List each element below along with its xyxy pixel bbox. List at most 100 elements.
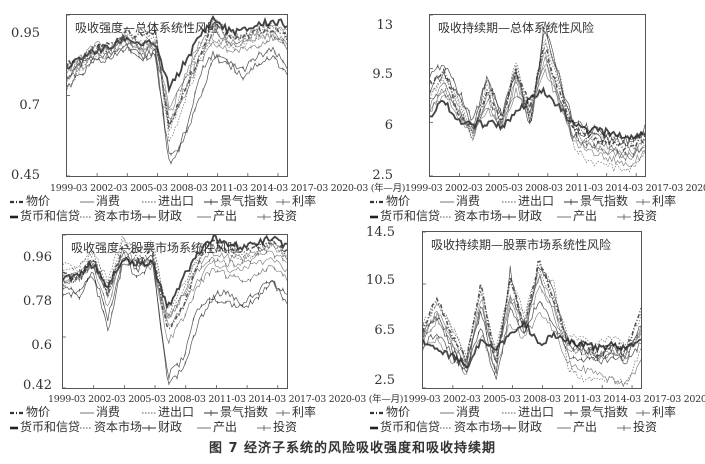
- legend-swatch-icon: [80, 412, 94, 413]
- legend-row: 物价 消费 进出口 景气指数 利率: [10, 405, 326, 420]
- legend-item: 消费: [440, 405, 502, 420]
- legend-item: 财政: [502, 420, 557, 435]
- legend-item: 利率: [276, 405, 326, 420]
- legend-label: 资本市场: [453, 209, 502, 223]
- legend-item: 财政: [502, 209, 557, 224]
- y-tick: 0.7: [19, 98, 40, 113]
- legend-item: 财政: [142, 209, 197, 224]
- legend-item: 投资: [617, 209, 667, 224]
- plot-area: 吸收持续期—股票市场系统性风险: [422, 231, 642, 389]
- chart-panel-absorption-duration-overall: 13 9.5 6 2.5 吸收持续期—总体系统性风险 1999-03 2002-…: [355, 0, 705, 225]
- figure-caption: 图 7 经济子系统的风险吸收强度和吸收持续期: [208, 441, 497, 456]
- legend-swatch-icon: [370, 200, 384, 203]
- legend-label: 货币和信贷: [379, 420, 440, 434]
- chart-title: 吸收强度—总体系统性风险: [75, 21, 220, 35]
- legend-swatch-icon: [502, 213, 516, 220]
- legend-label: 进出口: [158, 194, 195, 208]
- legend-swatch-icon: [257, 213, 271, 220]
- legend-swatch-icon: [197, 427, 211, 428]
- legend-label: 产出: [213, 209, 238, 223]
- legend-label: 投资: [633, 209, 658, 223]
- legend-label: 消费: [456, 194, 481, 208]
- chart-title: 吸收强度—股票市场系统性风险: [71, 241, 240, 255]
- y-tick: 0.45: [11, 168, 40, 183]
- legend-item: 利率: [276, 194, 326, 209]
- line-series-plot: [430, 15, 645, 176]
- legend-label: 资本市场: [93, 209, 142, 223]
- legend-label: 投资: [273, 420, 298, 434]
- legend-item: 物价: [370, 405, 440, 420]
- legend-item: 进出口: [142, 405, 204, 420]
- legend-row: 货币和信贷 资本市场 财政 产出 投资: [370, 420, 686, 435]
- x-axis-ticks: 1999-03 2002-03 2005-03 2008-03 2011-03 …: [403, 394, 705, 405]
- legend-label: 消费: [96, 194, 121, 208]
- legend-item: 进出口: [502, 405, 564, 420]
- line-series-plot: [63, 235, 287, 388]
- legend-swatch-icon: [502, 424, 516, 431]
- chart-panel-absorption-intensity-stock: 0.96 0.78 0.6 0.42 吸收强度—股票市场系统性风险 1999-0…: [0, 228, 403, 453]
- legend-swatch-icon: [10, 215, 18, 218]
- legend-label: 景气指数: [580, 194, 629, 208]
- legend-item: 物价: [370, 194, 440, 209]
- legend-item: 投资: [257, 420, 307, 435]
- legend-row: 货币和信贷 资本市场 财政 产出 投资: [370, 209, 686, 224]
- legend-item: 消费: [80, 194, 142, 209]
- legend-swatch-icon: [636, 198, 650, 205]
- legend-item: 利率: [636, 194, 686, 209]
- legend-item: 产出: [557, 420, 617, 435]
- legend-label: 利率: [292, 405, 317, 419]
- legend-swatch-icon: [557, 216, 571, 217]
- legend-swatch-icon: [80, 427, 92, 428]
- legend-label: 投资: [273, 209, 298, 223]
- y-tick: 14.5: [366, 225, 395, 240]
- chart-panel-absorption-intensity-overall: 0.95 0.7 0.45 吸收强度—总体系统性风险 1999-03 2002-…: [0, 0, 405, 225]
- y-tick: 6: [384, 118, 393, 133]
- legend-item: 投资: [617, 420, 667, 435]
- legend-label: 进出口: [518, 405, 555, 419]
- legend-swatch-icon: [557, 427, 571, 428]
- legend-swatch-icon: [440, 201, 454, 202]
- legend-item: 货币和信贷: [10, 209, 80, 224]
- legend-label: 产出: [573, 420, 598, 434]
- legend-item: 景气指数: [204, 405, 276, 420]
- legend-label: 货币和信贷: [19, 209, 80, 223]
- legend-item: 财政: [142, 420, 197, 435]
- legend-item: 资本市场: [80, 209, 142, 224]
- legend-label: 物价: [26, 194, 51, 208]
- legend-item: 资本市场: [80, 420, 142, 435]
- legend-label: 产出: [573, 209, 598, 223]
- legend-swatch-icon: [80, 216, 92, 217]
- legend-swatch-icon: [370, 411, 384, 414]
- legend-label: 财政: [158, 420, 183, 434]
- legend-swatch-icon: [257, 424, 271, 431]
- plot-area: 吸收强度—股票市场系统性风险: [62, 234, 288, 389]
- legend: 物价 消费 进出口 景气指数 利率 货币和信贷 资本市场 财政 产出 投资: [370, 194, 686, 224]
- legend-item: 货币和信贷: [10, 420, 80, 435]
- y-tick: 9.5: [372, 67, 393, 82]
- legend-item: 利率: [636, 405, 686, 420]
- legend-label: 物价: [386, 405, 411, 419]
- x-axis-ticks: 1999-03 2002-03 2005-03 2008-03 2011-03 …: [48, 394, 404, 405]
- legend-item: 消费: [80, 405, 142, 420]
- legend-swatch-icon: [10, 200, 24, 203]
- x-axis-ticks: 1999-03 2002-03 2005-03 2008-03 2011-03 …: [50, 183, 406, 194]
- chart-title: 吸收持续期—股票市场系统性风险: [431, 238, 612, 252]
- x-axis-ticks: 1999-03 2002-03 2005-03 2008-03 2011-03 …: [405, 183, 705, 194]
- legend-label: 利率: [652, 405, 677, 419]
- legend-swatch-icon: [617, 424, 631, 431]
- legend-item: 景气指数: [204, 194, 276, 209]
- legend-swatch-icon: [142, 213, 156, 220]
- legend-swatch-icon: [276, 409, 290, 416]
- legend-label: 物价: [26, 405, 51, 419]
- legend-swatch-icon: [564, 409, 578, 416]
- legend-label: 物价: [386, 194, 411, 208]
- y-tick: 2.5: [374, 373, 395, 388]
- legend-item: 景气指数: [564, 405, 636, 420]
- legend-label: 利率: [292, 194, 317, 208]
- legend: 物价 消费 进出口 景气指数 利率货币和信贷 资本市场 财政 产出 投资: [370, 405, 686, 435]
- legend-label: 资本市场: [453, 420, 502, 434]
- legend: 物价 消费 进出口 景气指数 利率货币和信贷 资本市场 财政 产出 投资: [10, 194, 326, 224]
- legend-item: 产出: [197, 209, 257, 224]
- legend-item: 资本市场: [440, 209, 502, 224]
- legend-swatch-icon: [564, 198, 578, 205]
